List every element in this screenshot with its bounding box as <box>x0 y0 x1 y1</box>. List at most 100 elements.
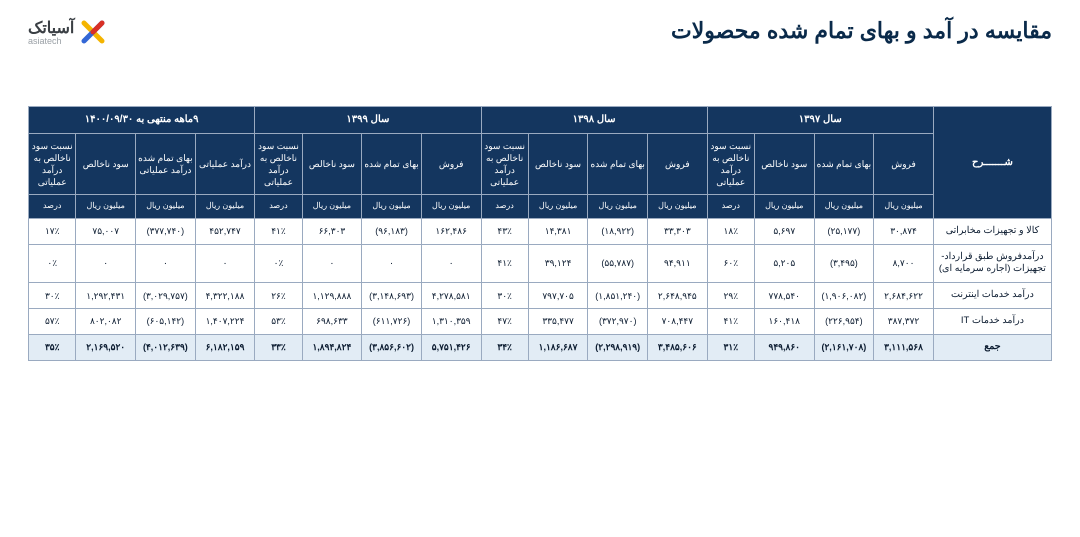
cell: ۵۳٪ <box>255 309 302 335</box>
hdr-00-ratio: نسبت سود ناخالص به درآمد عملیاتی <box>29 133 76 195</box>
u: میلیون ریال <box>588 195 648 219</box>
logo-icon <box>80 19 106 45</box>
u: درصد <box>255 195 302 219</box>
cell: ۲,۶۴۸,۹۴۵ <box>648 283 708 309</box>
cell: (۵۵,۷۸۷) <box>588 244 648 283</box>
u: درصد <box>481 195 528 219</box>
row-label: درآمدفروش طبق قرارداد-تجهیزات (اجاره سرم… <box>933 244 1051 283</box>
page: مقایسه در آمد و بهای تمام شده محصولات آس… <box>0 0 1080 537</box>
cell: ۷۰۸,۴۴۷ <box>648 309 708 335</box>
hdr-98-gross: سود ناخالص <box>528 133 588 195</box>
cell: (۳,۴۹۵) <box>814 244 874 283</box>
u: درصد <box>29 195 76 219</box>
cell: ۶۶,۳۰۳ <box>302 218 362 244</box>
hdr-00-cogs: بهای تمام شده درآمد عملیاتی <box>136 133 196 195</box>
finance-table: شـــــــرح سال ۱۳۹۷ سال ۱۳۹۸ سال ۱۳۹۹ ۹م… <box>28 106 1052 361</box>
cell: ۳۱٪ <box>707 334 754 360</box>
cell: ۰ <box>421 244 481 283</box>
table-body: کالا و تجهیزات مخابراتی ۳۰,۸۷۴ (۲۵,۱۷۷) … <box>29 218 1052 360</box>
cell: ۸,۷۰۰ <box>874 244 934 283</box>
cell: ۱,۳۱۰,۳۵۹ <box>421 309 481 335</box>
cell: ۴۱٪ <box>255 218 302 244</box>
cell: ۷۹۷,۷۰۵ <box>528 283 588 309</box>
cell: (۶۱۱,۷۲۶) <box>362 309 422 335</box>
cell: (۲۲۶,۹۵۴) <box>814 309 874 335</box>
hdr-97-gross: سود ناخالص <box>754 133 814 195</box>
cell: ۱,۴۰۷,۲۲۴ <box>195 309 255 335</box>
cell: ۳۰٪ <box>29 283 76 309</box>
cell: ۳۰,۸۷۴ <box>874 218 934 244</box>
cell: ۳,۴۸۵,۶۰۶ <box>648 334 708 360</box>
cell: ۱,۱۲۹,۸۸۸ <box>302 283 362 309</box>
cell: (۳,۱۴۸,۶۹۳) <box>362 283 422 309</box>
cell: ۰ <box>76 244 136 283</box>
u: درصد <box>707 195 754 219</box>
period-1400: ۹ماهه منتهی به ۱۴۰۰/۰۹/۳۰ <box>29 107 255 134</box>
cell: (۲۵,۱۷۷) <box>814 218 874 244</box>
u: میلیون ریال <box>195 195 255 219</box>
logo: آسیاتک asiatech <box>28 18 106 46</box>
cell: ۶,۱۸۲,۱۵۹ <box>195 334 255 360</box>
cell: (۲,۲۹۸,۹۱۹) <box>588 334 648 360</box>
u: میلیون ریال <box>754 195 814 219</box>
cell: ۴۱٪ <box>481 244 528 283</box>
row-label: درآمد خدمات IT <box>933 309 1051 335</box>
cell: ۴۳٪ <box>481 218 528 244</box>
cell: ۳۹,۱۲۴ <box>528 244 588 283</box>
cell: (۳۷۲,۹۷۰) <box>588 309 648 335</box>
cell: ۶۰٪ <box>707 244 754 283</box>
cell: ۷۷۸,۵۴۰ <box>754 283 814 309</box>
cell: ۱۸٪ <box>707 218 754 244</box>
cell: ۰ <box>302 244 362 283</box>
row-label: کالا و تجهیزات مخابراتی <box>933 218 1051 244</box>
hdr-97-sales: فروش <box>874 133 934 195</box>
table-row: درآمدفروش طبق قرارداد-تجهیزات (اجاره سرم… <box>29 244 1052 283</box>
cell: ۵,۲۰۵ <box>754 244 814 283</box>
cell: ۶۹۸,۶۳۳ <box>302 309 362 335</box>
hdr-98-sales: فروش <box>648 133 708 195</box>
hdr-97-cogs: بهای تمام شده <box>814 133 874 195</box>
cell: ۰٪ <box>29 244 76 283</box>
hdr-00-sales: درآمد عملیاتی <box>195 133 255 195</box>
hdr-99-cogs: بهای تمام شده <box>362 133 422 195</box>
hdr-99-gross: سود ناخالص <box>302 133 362 195</box>
cell: ۲,۱۶۹,۵۲۰ <box>76 334 136 360</box>
logo-text: آسیاتک <box>28 18 74 38</box>
cell: (۳۷۷,۷۴۰) <box>136 218 196 244</box>
u: میلیون ریال <box>648 195 708 219</box>
header: مقایسه در آمد و بهای تمام شده محصولات آس… <box>28 18 1052 46</box>
u: میلیون ریال <box>874 195 934 219</box>
cell: ۰ <box>136 244 196 283</box>
cell: (۳,۰۲۹,۷۵۷) <box>136 283 196 309</box>
table-row: درآمد خدمات IT ۳۸۷,۳۷۲ (۲۲۶,۹۵۴) ۱۶۰,۴۱۸… <box>29 309 1052 335</box>
table-total-row: جمع ۳,۱۱۱,۵۶۸ (۲,۱۶۱,۷۰۸) ۹۴۹,۸۶۰ ۳۱٪ ۳,… <box>29 334 1052 360</box>
col-desc-header: شـــــــرح <box>933 107 1051 219</box>
hdr-99-ratio: نسبت سود ناخالص به درآمد عملیاتی <box>255 133 302 195</box>
cell: (۴,۰۱۲,۶۳۹) <box>136 334 196 360</box>
period-1399: سال ۱۳۹۹ <box>255 107 481 134</box>
cell: ۴۱٪ <box>707 309 754 335</box>
cell: ۷۵,۰۰۷ <box>76 218 136 244</box>
cell: ۰ <box>362 244 422 283</box>
cell: ۲,۶۸۴,۶۲۲ <box>874 283 934 309</box>
cell: ۴,۲۷۸,۵۸۱ <box>421 283 481 309</box>
hdr-00-gross: سود ناخالص <box>76 133 136 195</box>
u: میلیون ریال <box>76 195 136 219</box>
cell: ۱,۲۹۲,۴۳۱ <box>76 283 136 309</box>
cell: (۶۰۵,۱۴۲) <box>136 309 196 335</box>
u: میلیون ریال <box>814 195 874 219</box>
cell: ۰٪ <box>255 244 302 283</box>
row-label: درآمد خدمات اینترنت <box>933 283 1051 309</box>
cell: ۲۹٪ <box>707 283 754 309</box>
cell: ۴,۳۲۲,۱۸۸ <box>195 283 255 309</box>
cell: ۱۴,۳۸۱ <box>528 218 588 244</box>
cell: ۳۳٪ <box>255 334 302 360</box>
cell: ۳۰٪ <box>481 283 528 309</box>
cell: (۱۸,۹۲۲) <box>588 218 648 244</box>
hdr-98-cogs: بهای تمام شده <box>588 133 648 195</box>
u: میلیون ریال <box>362 195 422 219</box>
cell: ۵۷٪ <box>29 309 76 335</box>
cell: ۳۳۵,۴۷۷ <box>528 309 588 335</box>
cell: (۱,۹۰۶,۰۸۲) <box>814 283 874 309</box>
cell: ۳۳,۳۰۳ <box>648 218 708 244</box>
